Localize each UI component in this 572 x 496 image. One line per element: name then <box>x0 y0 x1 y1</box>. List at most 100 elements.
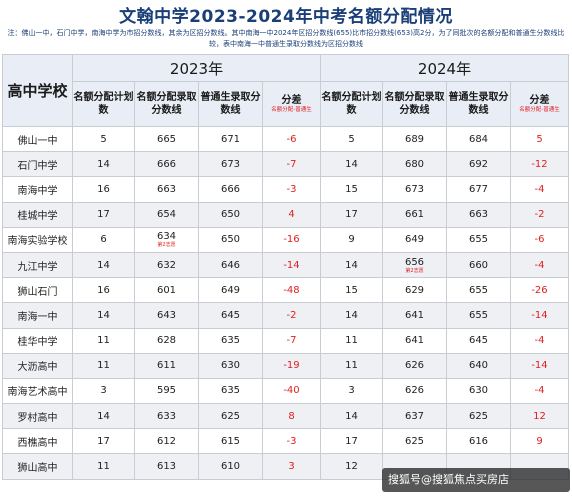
cell-general-score-2023: 673 <box>198 151 263 178</box>
cell-general-score-2023: 649 <box>198 277 263 304</box>
cell-value: 634 <box>156 231 177 243</box>
table-row: 狮山石门 16 601 649 -48 15 629 655 -26 <box>2 277 569 304</box>
table-row: 桂城中学 17 654 650 4 17 661 663 -2 <box>2 201 569 228</box>
cell-diff-2023: 8 <box>262 403 321 430</box>
cell-quota-score-2023: 613 <box>134 453 199 480</box>
cell-quota-2024: 14 <box>320 302 383 329</box>
cell-diff-2023: -19 <box>262 352 321 379</box>
cell-quota-2024: 5 <box>320 125 383 153</box>
cell-diff-2024: -2 <box>510 201 569 228</box>
col-quota-score-2023: 名额分配录取分数线 <box>134 81 199 127</box>
cell-diff-2023: -40 <box>262 377 321 405</box>
cell-diff-2023: -7 <box>262 151 321 178</box>
column-header-row: 名额分配计划数 名额分配录取分数线 普通生录取分数线 分差 名额分配-普通生 名额… <box>3 81 569 127</box>
cell-quota-score-2024: 656 第2志愿 <box>382 251 447 279</box>
cell-diff-2023: -3 <box>262 176 321 203</box>
cell-school: 狮山高中 <box>2 453 73 480</box>
cell-quota-2023: 14 <box>72 302 135 329</box>
cell-quota-score-2023: 633 <box>134 403 199 430</box>
cell-quota-score-2024: 689 <box>382 125 447 153</box>
cell-general-score-2024: 677 <box>446 176 511 203</box>
col-general-score-2023: 普通生录取分数线 <box>198 81 263 127</box>
cell-general-score-2023: 666 <box>198 176 263 203</box>
cell-general-score-2024: 625 <box>446 403 511 430</box>
cell-general-score-2024: 645 <box>446 327 511 354</box>
cell-general-score-2023: 646 <box>198 251 263 279</box>
cell-quota-score-2024: 641 <box>382 302 447 329</box>
cell-general-score-2024: 655 <box>446 302 511 329</box>
cell-quota-score-2023: 654 <box>134 201 199 228</box>
cell-diff-2024: -6 <box>510 226 569 253</box>
cell-quota-2023: 3 <box>72 377 135 405</box>
cell-diff-2023: -48 <box>262 277 321 304</box>
cell-quota-2023: 11 <box>72 352 135 379</box>
table-row: 罗村高中 14 633 625 8 14 637 625 12 <box>2 403 569 430</box>
cell-quota-2023: 11 <box>72 453 135 480</box>
col-diff-2024: 分差 名额分配-普通生 <box>510 81 569 127</box>
cell-school: 大沥高中 <box>2 352 73 379</box>
cell-quota-2023: 6 <box>72 226 135 253</box>
cell-general-score-2024: 660 <box>446 251 511 279</box>
cell-quota-2024: 14 <box>320 251 383 279</box>
cell-diff-2023: -16 <box>262 226 321 253</box>
cell-quota-score-2024: 637 <box>382 403 447 430</box>
cell-quota-2024: 15 <box>320 277 383 304</box>
cell-diff-2024: -26 <box>510 277 569 304</box>
cell-diff-2023: 4 <box>262 201 321 228</box>
cell-school: 狮山石门 <box>2 277 73 304</box>
cell-school: 罗村高中 <box>2 403 73 430</box>
cell-diff-2023: -14 <box>262 251 321 279</box>
diff-label: 分差 <box>281 95 302 106</box>
cell-general-score-2023: 630 <box>198 352 263 379</box>
cell-quota-2023: 17 <box>72 201 135 228</box>
table-row: 西樵高中 17 612 615 -3 17 625 616 9 <box>2 428 569 455</box>
year-2024-header: 2024年 <box>320 54 569 82</box>
cell-school: 南海实验学校 <box>2 226 73 253</box>
table-body: 佛山一中 5 665 671 -6 5 689 684 5 石门中学 14 666 673 -7 14 680… <box>2 125 569 480</box>
cell-quota-2024: 11 <box>320 352 383 379</box>
cell-general-score-2023: 635 <box>198 377 263 405</box>
cell-general-score-2023: 650 <box>198 226 263 253</box>
cell-school: 桂城中学 <box>2 201 73 228</box>
cell-general-score-2024: 616 <box>446 428 511 455</box>
cell-quota-2024: 14 <box>320 403 383 430</box>
cell-quota-2024: 17 <box>320 428 383 455</box>
cell-school: 南海艺术高中 <box>2 377 73 405</box>
table-row: 九江中学 14 632 646 -14 14 656 第2志愿 660 -4 <box>2 251 569 279</box>
col-quota-2023: 名额分配计划数 <box>72 81 135 127</box>
col-diff-2023: 分差 名额分配-普通生 <box>262 81 321 127</box>
cell-general-score-2023: 615 <box>198 428 263 455</box>
cell-school: 桂华中学 <box>2 327 73 354</box>
cell-diff-2023: 3 <box>262 453 321 480</box>
cell-school: 西樵高中 <box>2 428 73 455</box>
cell-quota-2024: 14 <box>320 151 383 178</box>
cell-school: 佛山一中 <box>2 125 73 153</box>
cell-general-score-2024: 655 <box>446 226 511 253</box>
cell-quota-score-2024: 680 <box>382 151 447 178</box>
quota-table: 高中学校 2023年 2024年 名额分配计划数 名额分配录取分数线 普通生录取… <box>2 54 569 480</box>
watermark: 搜狐号@搜狐焦点买房店 <box>382 468 570 492</box>
table-row: 桂华中学 11 628 635 -7 11 641 645 -4 <box>2 327 569 354</box>
diff-sublabel: 名额分配-普通生 <box>519 107 560 113</box>
cell-diff-2024: -4 <box>510 327 569 354</box>
cell-quota-score-2024: 626 <box>382 377 447 405</box>
diff-sublabel: 名额分配-普通生 <box>271 107 312 113</box>
cell-quota-2024: 3 <box>320 377 383 405</box>
cell-quota-2024: 9 <box>320 226 383 253</box>
cell-diff-2024: 12 <box>510 403 569 430</box>
cell-general-score-2023: 610 <box>198 453 263 480</box>
cell-diff-2023: -3 <box>262 428 321 455</box>
cell-general-score-2024: 630 <box>446 377 511 405</box>
table-row: 南海一中 14 643 645 -2 14 641 655 -14 <box>2 302 569 329</box>
cell-diff-2023: -2 <box>262 302 321 329</box>
cell-quota-score-2023: 643 <box>134 302 199 329</box>
cell-quota-2023: 14 <box>72 403 135 430</box>
cell-quota-2024: 11 <box>320 327 383 354</box>
cell-quota-2023: 14 <box>72 251 135 279</box>
cell-diff-2024: -14 <box>510 352 569 379</box>
cell-quota-2023: 5 <box>72 125 135 153</box>
cell-quota-score-2023: 628 <box>134 327 199 354</box>
cell-quota-2024: 15 <box>320 176 383 203</box>
cell-diff-2023: -6 <box>262 125 321 153</box>
table-row: 大沥高中 11 611 630 -19 11 626 640 -14 <box>2 352 569 379</box>
